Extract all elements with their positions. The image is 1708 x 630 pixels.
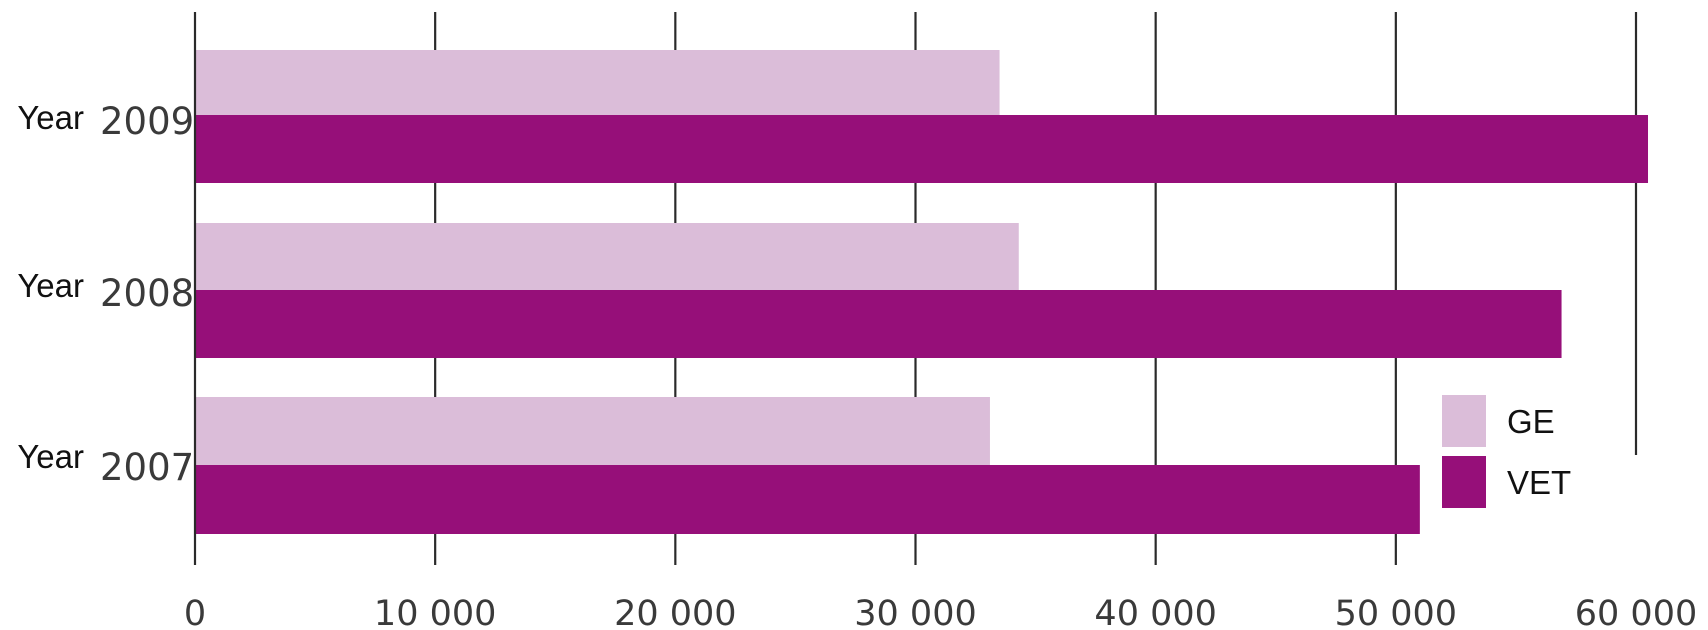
category-label-prefix: Year bbox=[17, 267, 84, 304]
x-tick-label: 40 000 bbox=[1094, 594, 1216, 630]
legend-label-vet: VET bbox=[1507, 464, 1571, 501]
x-axis: 0 10 000 20 000 30 000 40 000 50 000 60 000 bbox=[184, 12, 1697, 630]
category-labels: Year 2009 Year 2008 Year 2007 bbox=[17, 99, 194, 489]
bars bbox=[195, 50, 1649, 534]
legend: GE VET bbox=[1442, 395, 1571, 508]
legend-swatch-vet bbox=[1442, 456, 1486, 508]
bar-ge-2007 bbox=[195, 397, 990, 465]
bar-vet-2008 bbox=[195, 290, 1562, 358]
bar-ge-2009 bbox=[195, 50, 1000, 115]
bar-vet-2007 bbox=[195, 465, 1420, 534]
x-tick-label: 20 000 bbox=[614, 594, 736, 630]
bar-vet-2009 bbox=[195, 115, 1649, 183]
x-tick-label: 30 000 bbox=[854, 594, 976, 630]
category-label-year: 2009 bbox=[100, 100, 194, 143]
bar-ge-2008 bbox=[195, 223, 1019, 290]
x-tick-label: 0 bbox=[184, 594, 206, 630]
x-tick-label: 10 000 bbox=[374, 594, 496, 630]
x-tick-label: 50 000 bbox=[1335, 594, 1457, 630]
legend-swatch-ge bbox=[1442, 395, 1486, 447]
category-label-prefix: Year bbox=[17, 99, 84, 136]
x-tick-label: 60 000 bbox=[1575, 594, 1697, 630]
category-label-prefix: Year bbox=[17, 438, 84, 475]
legend-label-ge: GE bbox=[1507, 403, 1555, 440]
category-label-year: 2007 bbox=[100, 446, 194, 489]
category-label-year: 2008 bbox=[100, 272, 194, 315]
